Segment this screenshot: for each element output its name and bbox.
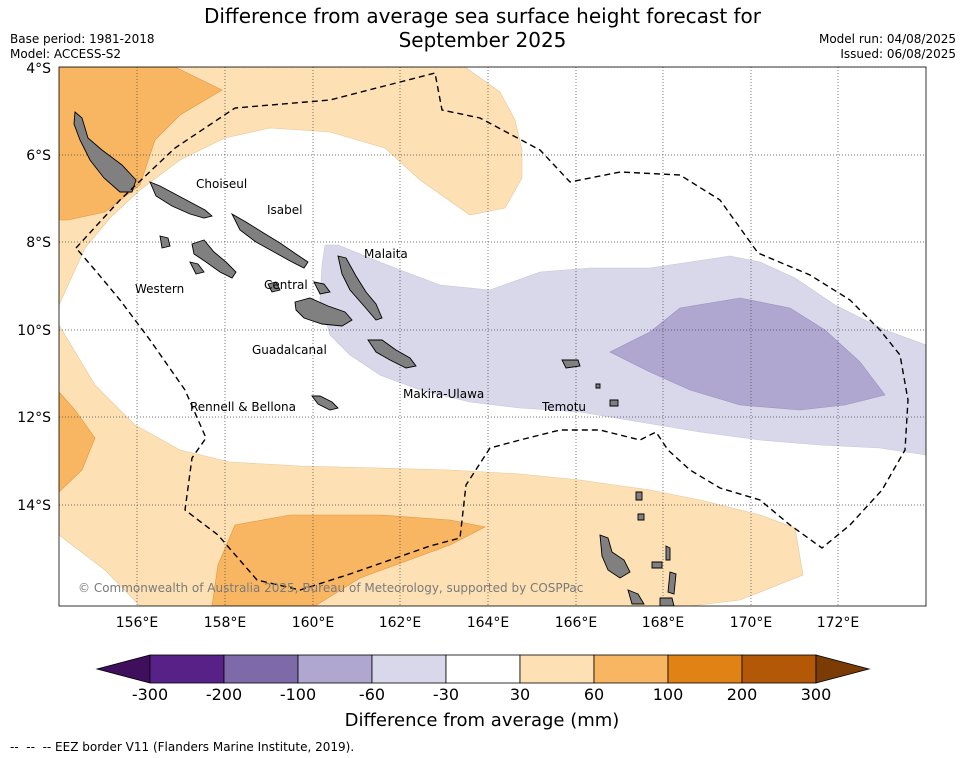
island-malaita	[337, 255, 383, 321]
colorbar-tick: -200	[206, 685, 242, 704]
island-efate	[659, 597, 675, 606]
colorbar: -300 -200 -100 -60 -30 30 60 100 200 300…	[95, 654, 871, 731]
latitude-labels: 4°S 6°S 8°S 10°S 12°S 14°S	[17, 61, 51, 514]
colorbar-segment	[223, 654, 299, 684]
region-label-guadalcanal: Guadalcanal	[252, 343, 327, 357]
island-santa-cruz	[561, 359, 581, 369]
colorbar-segment	[519, 654, 595, 684]
colorbar-tick: 300	[801, 685, 832, 704]
island-malekula	[627, 589, 645, 605]
island-maewo	[637, 513, 645, 521]
lon-label-162e: 162°E	[379, 615, 422, 631]
colorbar-tick: -30	[433, 685, 459, 704]
colorbar-ticks: -300 -200 -100 -60 -30 30 60 100 200 300	[132, 685, 831, 704]
island-new-georgia	[191, 239, 237, 279]
island-epi	[667, 571, 677, 595]
lon-label-172e: 172°E	[817, 615, 860, 631]
colorbar-segment	[593, 654, 669, 684]
anomaly-60-100-northwest	[59, 67, 223, 221]
title-line-1: Difference from average sea surface heig…	[203, 4, 762, 28]
colorbar-segment	[445, 654, 521, 684]
islands	[73, 111, 677, 606]
colorbar-tick: -100	[280, 685, 316, 704]
colorbar-tick: 60	[584, 685, 604, 704]
issued-date: Issued: 06/08/2025	[840, 47, 956, 61]
colorbar-tick: -60	[359, 685, 385, 704]
anomaly-neg60-neg100	[609, 297, 886, 411]
lon-label-156e: 156°E	[116, 615, 159, 631]
lat-label-12s: 12°S	[17, 410, 51, 426]
colorbar-segment	[741, 654, 817, 684]
lat-label-10s: 10°S	[17, 323, 51, 339]
lat-label-4s: 4°S	[26, 61, 51, 77]
island-vanikoro	[609, 399, 619, 407]
island-isabel	[230, 212, 309, 269]
anomaly-60-100-south	[211, 514, 486, 606]
copyright-notice: © Commonwealth of Australia 2025, Bureau…	[78, 581, 583, 595]
region-label-western: Western	[135, 282, 184, 296]
lat-label-14s: 14°S	[17, 498, 51, 514]
model-name: Model: ACCESS-S2	[10, 47, 122, 61]
province-labels: Choiseul Isabel Malaita Western Central …	[135, 177, 586, 414]
lat-label-6s: 6°S	[26, 148, 51, 164]
region-label-rennell-bellona: Rennell & Bellona	[190, 400, 296, 414]
colorbar-segment	[149, 654, 225, 684]
colorbar-label: Difference from average (mm)	[345, 710, 620, 731]
colorbar-segment	[371, 654, 447, 684]
region-label-malaita: Malaita	[364, 247, 408, 261]
island-ambrym	[651, 561, 663, 569]
colorbar-tick: 200	[727, 685, 758, 704]
lon-label-160e: 160°E	[292, 615, 335, 631]
longitude-labels: 156°E 158°E 160°E 162°E 164°E 166°E 168°…	[116, 615, 860, 631]
model-run: Model run: 04/08/2025	[818, 32, 956, 46]
colorbar-extend-low	[95, 654, 151, 684]
map-area	[59, 67, 926, 606]
lat-label-8s: 8°S	[26, 235, 51, 251]
colorbar-tick: 30	[510, 685, 530, 704]
region-label-makira-ulawa: Makira-Ulawa	[403, 387, 484, 401]
region-label-isabel: Isabel	[267, 203, 302, 217]
title-line-2: September 2025	[398, 28, 567, 52]
island-ambae	[635, 491, 643, 501]
region-label-temotu: Temotu	[541, 400, 586, 414]
colorbar-tick: -300	[132, 685, 168, 704]
map-title: Difference from average sea surface heig…	[0, 4, 965, 52]
lon-label-158e: 158°E	[204, 615, 247, 631]
colorbar-segment	[297, 654, 373, 684]
island-makira	[367, 339, 417, 369]
lon-label-166e: 166°E	[555, 615, 598, 631]
island-nggela	[313, 281, 331, 295]
map-frame	[58, 66, 927, 607]
island-utupua	[595, 383, 601, 389]
base-period: Base period: 1981-2018	[10, 32, 155, 46]
colorbar-segment	[667, 654, 743, 684]
island-rennell	[311, 395, 339, 411]
region-label-choiseul: Choiseul	[196, 177, 247, 191]
island-guadalcanal	[294, 297, 353, 327]
island-rendova	[189, 261, 205, 275]
lon-label-170e: 170°E	[730, 615, 773, 631]
island-espiritu-santo	[599, 534, 631, 579]
island-russell	[267, 281, 281, 293]
colorbar-tick: 100	[653, 685, 684, 704]
lon-label-164e: 164°E	[467, 615, 510, 631]
island-pentecost	[665, 545, 671, 561]
lon-label-168e: 168°E	[642, 615, 685, 631]
anomaly-30-60-north	[59, 67, 523, 306]
island-vella-lavella	[159, 235, 171, 249]
region-label-central: Central	[264, 278, 308, 292]
island-bougainville	[73, 111, 137, 193]
colorbar-extend-high	[815, 654, 871, 684]
eez-border	[75, 72, 909, 591]
island-choiseul	[149, 181, 213, 219]
eez-footnote: -- -- -- EEZ border V11 (Flanders Marine…	[10, 740, 354, 754]
